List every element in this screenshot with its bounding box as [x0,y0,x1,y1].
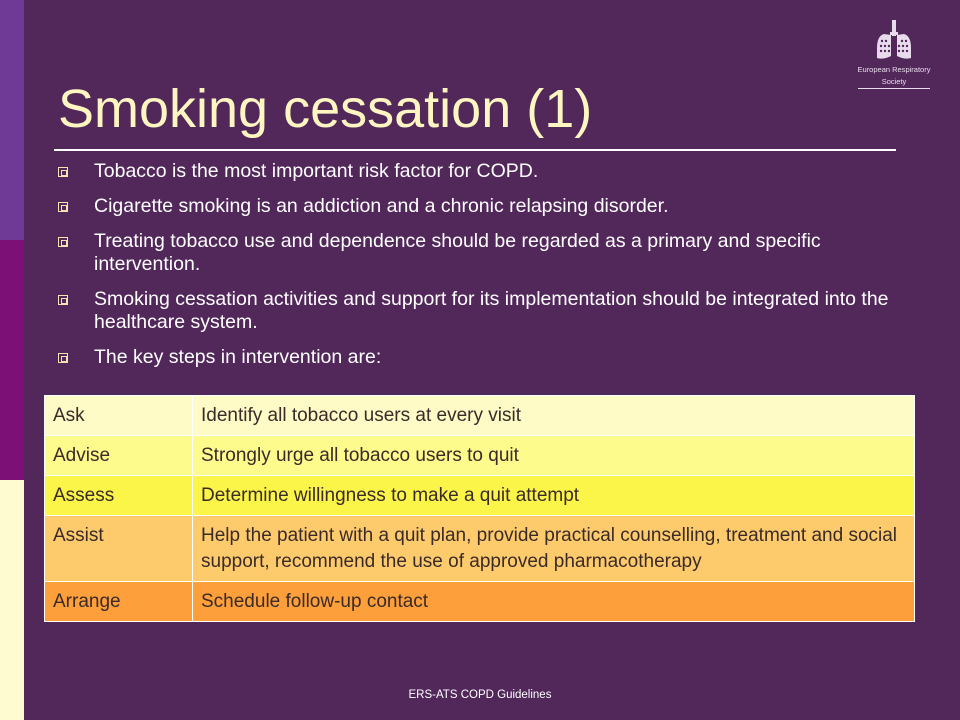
bullet-text: Treating tobacco use and dependence shou… [94,230,821,275]
step-name: Arrange [44,581,193,622]
bullet-text: Tobacco is the most important risk facto… [94,160,539,182]
step-name: Advise [44,435,193,476]
bullet-text: Cigarette smoking is an addiction and a … [94,195,669,217]
table-row: Advise Strongly urge all tobacco users t… [44,435,915,476]
title-divider [54,149,896,151]
logo-underline [858,88,930,89]
table-row: Ask Identify all tobacco users at every … [44,395,915,436]
step-name: Assist [44,515,193,582]
step-name: Assess [44,475,193,516]
slide-footer: ERS-ATS COPD Guidelines [408,689,552,701]
bullet-text: Smoking cessation activities and support… [94,288,889,333]
bullet-item: Treating tobacco use and dependence shou… [58,230,918,276]
step-description: Help the patient with a quit plan, provi… [192,515,915,582]
slide-title: Smoking cessation (1) [58,79,593,139]
bullet-item: Tobacco is the most important risk facto… [58,160,918,183]
lungs-logo-icon [877,20,911,59]
square-bullet-icon [58,353,68,363]
square-bullet-icon [58,237,68,247]
table-row: Assess Determine willingness to make a q… [44,475,915,516]
square-bullet-icon [58,202,68,212]
left-accent-strip-bottom [0,480,24,720]
bullet-item: Smoking cessation activities and support… [58,288,918,334]
bullet-text: The key steps in intervention are: [94,346,382,368]
square-bullet-icon [58,167,68,177]
step-description: Identify all tobacco users at every visi… [192,395,915,436]
bullet-item: Cigarette smoking is an addiction and a … [58,195,918,218]
left-accent-strip-middle [0,240,24,480]
logo-name-line2: Society [881,77,907,86]
step-name: Ask [44,395,193,436]
table-row: Assist Help the patient with a quit plan… [44,515,915,582]
intervention-steps-table: Ask Identify all tobacco users at every … [44,395,915,622]
step-description: Determine willingness to make a quit att… [192,475,915,516]
step-description: Schedule follow-up contact [192,581,915,622]
left-accent-strip-top [0,0,24,240]
square-bullet-icon [58,295,68,305]
step-description: Strongly urge all tobacco users to quit [192,435,915,476]
logo-name-line1: European Respiratory [857,65,931,74]
bullet-list: Tobacco is the most important risk facto… [58,160,918,381]
table-row: Arrange Schedule follow-up contact [44,581,915,622]
bullet-item: The key steps in intervention are: [58,346,918,369]
ers-logo: European Respiratory Society [852,18,936,90]
